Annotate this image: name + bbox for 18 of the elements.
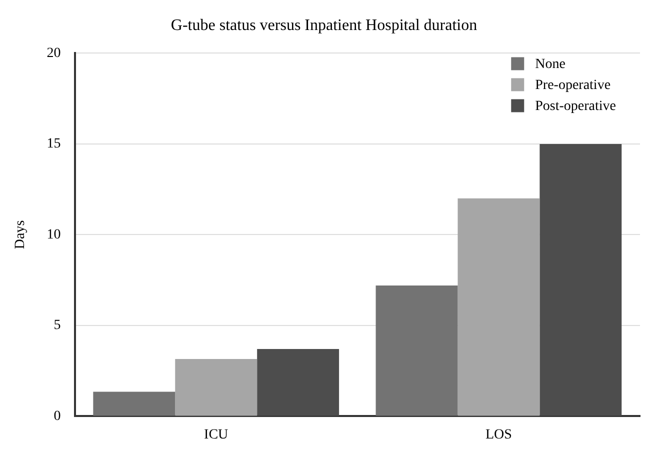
bar [458, 198, 540, 416]
legend-label: Pre-operative [535, 78, 611, 93]
bar [93, 392, 176, 416]
legend-label: None [535, 56, 566, 72]
y-tick-label: 10 [46, 227, 61, 242]
legend-label: Post-operative [535, 98, 616, 114]
bar [376, 286, 458, 416]
y-tick-label: 20 [46, 46, 61, 61]
x-tick-label: LOS [485, 427, 512, 442]
bar [175, 359, 258, 416]
y-tick-label: 0 [54, 408, 61, 424]
bar [540, 144, 622, 416]
y-tick-label: 5 [54, 318, 61, 334]
chart-title: G-tube status versus Inpatient Hospital duration [170, 16, 478, 34]
y-tick-label: 15 [46, 136, 61, 152]
bar [257, 349, 340, 416]
y-axis-title: Days [13, 220, 28, 250]
x-tick-label: ICU [204, 427, 228, 442]
